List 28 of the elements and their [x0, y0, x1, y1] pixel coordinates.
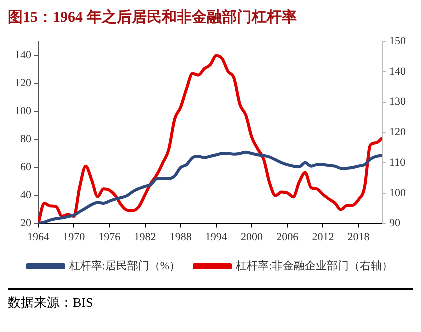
y2-tick-label: 130 [390, 96, 406, 108]
x-tick-label: 1964 [28, 231, 50, 244]
x-tick-label: 2012 [312, 231, 334, 244]
y2-tick-label: 90 [390, 218, 401, 230]
y2-tick-label: 110 [390, 156, 406, 169]
x-tick-label: 1982 [134, 231, 156, 244]
chart-title: 图15：1964 年之后居民和非金融部门杠杆率 [8, 8, 298, 28]
y-tick-label: 100 [15, 106, 32, 118]
y2-tick-label: 140 [390, 66, 406, 78]
y2-tick-label: 150 [390, 35, 406, 48]
y2-tick-label: 120 [390, 126, 406, 139]
x-tick-label: 2000 [241, 231, 264, 244]
x-tick-label: 2018 [348, 231, 370, 244]
y-tick-label: 20 [20, 218, 32, 230]
x-tick-label: 1988 [170, 231, 192, 244]
legend-label: 杠杆率:非金融企业部门（右轴） [235, 259, 394, 272]
y2-tick-label: 100 [390, 187, 406, 200]
y-tick-label: 120 [15, 78, 32, 90]
legend-label: 杠杆率:居民部门（%） [68, 259, 181, 272]
y-tick-label: 140 [15, 50, 32, 62]
x-tick-label: 1970 [63, 231, 86, 244]
y-tick-label: 60 [20, 162, 32, 174]
x-tick-label: 2006 [276, 231, 300, 244]
x-tick-label: 1994 [205, 231, 228, 244]
y-tick-label: 40 [20, 190, 32, 202]
x-tick-label: 1976 [98, 231, 122, 244]
y-tick-label: 80 [20, 134, 32, 146]
source-note: 数据来源：BIS [8, 294, 94, 312]
